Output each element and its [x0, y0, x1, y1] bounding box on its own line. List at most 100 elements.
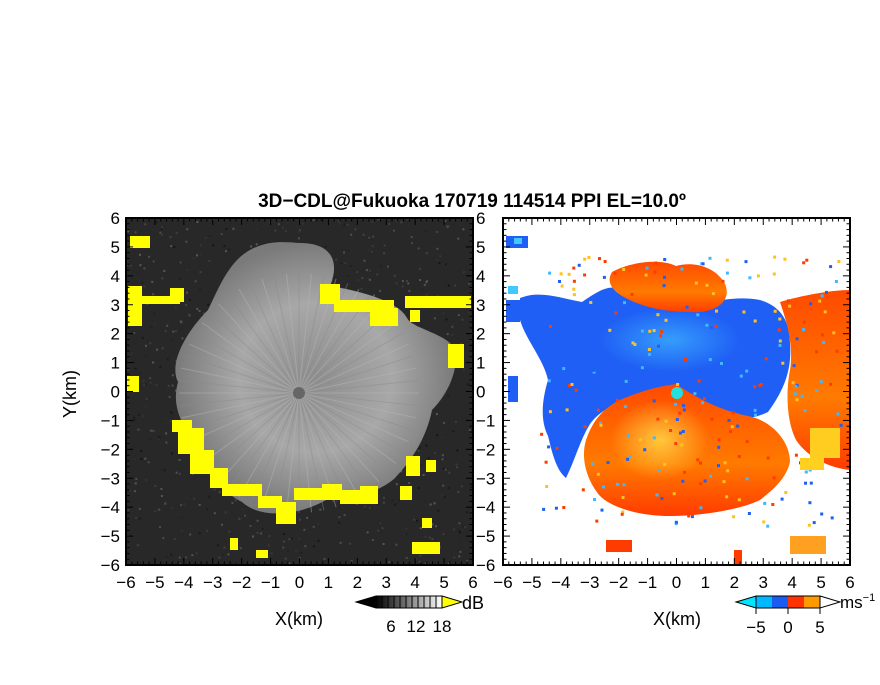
velocity-speckle-pixel: [809, 302, 813, 306]
velocity-speckle-pixel: [621, 510, 625, 514]
noise-pixel: [408, 482, 411, 484]
noise-pixel: [378, 289, 381, 292]
velocity-speckle-pixel: [540, 432, 544, 436]
velocity-speckle-pixel: [762, 520, 766, 524]
velocity-speckle-pixel: [595, 519, 599, 523]
noise-pixel: [170, 245, 173, 248]
beam-line: [298, 392, 414, 431]
velocity-speckle-pixel: [819, 380, 823, 384]
noise-pixel: [133, 490, 136, 493]
noise-pixel: [444, 468, 447, 471]
velocity-speckle-pixel: [802, 328, 806, 332]
velocity-speckle-pixel: [803, 320, 806, 324]
noise-pixel: [270, 239, 273, 242]
noise-pixel: [347, 249, 350, 252]
noise-pixel: [447, 487, 450, 490]
velocity-speckle-pixel: [731, 411, 735, 415]
velocity-speckle-pixel: [544, 460, 548, 464]
noise-pixel: [376, 503, 379, 506]
velocity-speckle-pixel: [593, 498, 596, 501]
noise-pixel: [413, 518, 416, 521]
noise-pixel: [429, 503, 432, 506]
noise-pixel: [350, 233, 353, 236]
x-tick-label: 6: [468, 573, 477, 592]
noise-pixel: [150, 326, 153, 329]
noise-pixel: [436, 259, 439, 262]
velocity-speckle-pixel: [603, 260, 607, 263]
noise-pixel: [212, 244, 215, 247]
noise-pixel: [192, 257, 195, 259]
noise-pixel: [188, 313, 190, 316]
x-tick-label: −6: [493, 573, 512, 592]
beam-line: [189, 392, 300, 443]
velocity-speckle-pixel: [699, 461, 702, 465]
velocity-speckle-pixel: [548, 410, 552, 414]
noise-pixel: [133, 419, 135, 422]
x-tick-label: 5: [816, 573, 825, 592]
noise-pixel: [226, 243, 229, 246]
noise-pixel: [154, 485, 157, 488]
y-tick-label-right: 2: [476, 325, 485, 344]
noise-pixel: [457, 237, 460, 240]
velocity-speckle-pixel: [837, 260, 841, 263]
noise-pixel: [380, 530, 383, 532]
noise-pixel: [459, 449, 462, 452]
noise-pixel: [462, 525, 465, 528]
velocity-speckle-pixel: [666, 438, 670, 442]
noise-pixel: [287, 549, 290, 552]
velocity-speckle-pixel: [663, 275, 666, 279]
beam-line: [273, 392, 300, 511]
noise-pixel: [457, 529, 460, 532]
noise-pixel: [144, 383, 147, 386]
velocity-colorbar-unit-exp: −1: [863, 592, 876, 604]
beam-line: [184, 355, 300, 394]
velocity-speckle-pixel: [681, 430, 685, 433]
velocity-speckle-pixel: [725, 495, 729, 499]
noise-pixel: [373, 294, 375, 297]
y-tick-label-right: −5: [476, 527, 495, 546]
noise-pixel: [442, 533, 445, 536]
noise-pixel: [297, 231, 300, 233]
velocity-speckle-pixel: [567, 272, 571, 276]
noise-pixel: [156, 348, 159, 351]
velocity-speckle-pixel: [613, 271, 617, 275]
noise-pixel: [425, 281, 428, 284]
noise-pixel: [155, 221, 158, 224]
velocity-colorbar-blue: [772, 596, 788, 608]
velocity-speckle-pixel: [717, 445, 721, 449]
velocity-speckle-pixel: [739, 374, 743, 378]
velocity-speckle-pixel: [763, 501, 767, 505]
noise-pixel: [255, 243, 258, 246]
noise-pixel: [406, 556, 409, 559]
y-tick-label: 3: [111, 296, 120, 315]
velocity-speckle-pixel: [568, 384, 572, 388]
noise-pixel: [270, 552, 273, 555]
velocity-speckle-pixel: [572, 266, 576, 270]
noise-pixel: [228, 248, 231, 251]
noise-pixel: [204, 237, 207, 240]
noise-pixel: [199, 288, 201, 291]
noise-pixel: [239, 547, 242, 550]
velocity-speckle-pixel: [772, 272, 776, 276]
noise-pixel: [366, 531, 369, 534]
velocity-speckle-pixel: [559, 272, 563, 276]
velocity-speckle-pixel: [615, 398, 619, 402]
noise-pixel: [234, 499, 237, 502]
noise-pixel: [185, 240, 188, 243]
noise-pixel: [282, 546, 285, 549]
noise-pixel: [127, 230, 130, 233]
velocity-speckle-pixel: [583, 273, 587, 277]
noise-pixel: [302, 222, 305, 225]
noise-pixel: [300, 552, 302, 554]
noise-pixel: [434, 452, 437, 454]
velocity-speckle-pixel: [707, 388, 711, 392]
noise-pixel: [208, 259, 211, 262]
velocity-speckle-pixel: [647, 348, 651, 351]
velocity-speckle-pixel: [622, 268, 626, 271]
noise-pixel: [250, 245, 253, 248]
velocity-speckle-pixel: [624, 379, 628, 383]
velocity-speckle-pixel: [558, 280, 561, 283]
velocity-speckle-pixel: [600, 508, 604, 512]
noise-pixel: [388, 561, 391, 563]
beam-line: [238, 392, 300, 498]
